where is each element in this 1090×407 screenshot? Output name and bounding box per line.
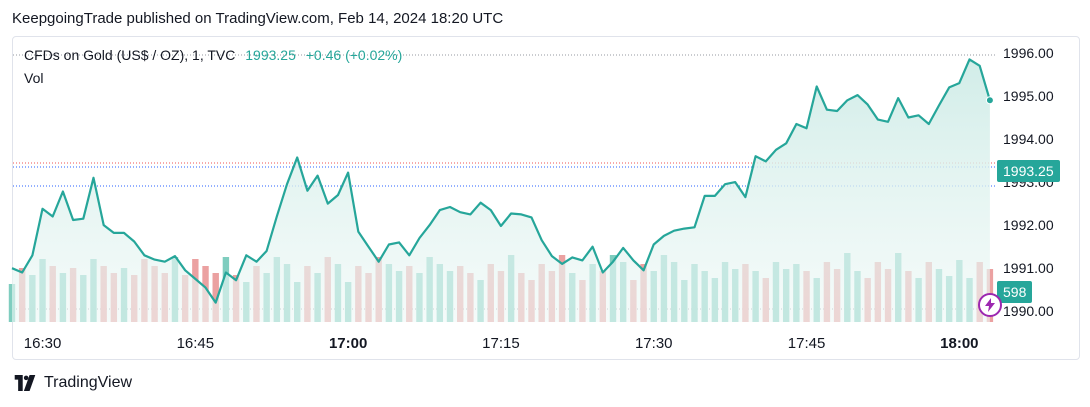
- x-tick-label: 17:45: [788, 335, 826, 352]
- x-tick-label: 17:00: [329, 335, 367, 352]
- tradingview-logo-icon: [14, 375, 36, 391]
- last-volume-tag: 598: [997, 281, 1033, 303]
- publish-caption: KeepgoingTrade published on TradingView.…: [12, 10, 504, 27]
- volume-bar: [8, 284, 16, 322]
- last-price-tag: 1993.25: [997, 160, 1060, 183]
- x-tick-label: 18:00: [940, 335, 978, 352]
- footer-brand[interactable]: TradingView: [12, 374, 132, 392]
- price-line: [11, 58, 991, 304]
- brand-name: TradingView: [44, 374, 133, 391]
- y-tick-label: 1992.00: [1003, 217, 1054, 233]
- legend-change: +0.46 (+0.02%): [305, 47, 403, 63]
- y-tick-label: 1994.00: [1003, 131, 1054, 147]
- x-tick-label: 16:30: [24, 335, 62, 352]
- lightning-icon[interactable]: [977, 293, 1002, 317]
- y-tick-label: 1990.00: [1003, 303, 1054, 319]
- lightning-glyph: [984, 298, 995, 312]
- legend-price: 1993.25: [245, 47, 296, 63]
- price-area: [11, 59, 990, 323]
- x-tick-label: 17:30: [635, 335, 673, 352]
- x-tick-label: 17:15: [482, 335, 520, 352]
- volume-label: Vol: [24, 70, 44, 86]
- y-tick-label: 1996.00: [1003, 45, 1054, 61]
- legend-symbol: CFDs on Gold (US$ / OZ), 1, TVC: [24, 47, 236, 63]
- x-tick-label: 16:45: [177, 335, 215, 352]
- y-tick-label: 1991.00: [1003, 260, 1054, 276]
- y-tick-label: 1995.00: [1003, 88, 1054, 104]
- volume-bar: [212, 273, 219, 322]
- chart-legend: CFDs on Gold (US$ / OZ), 1, TVC 1993.25 …: [24, 47, 402, 63]
- chart-frame: [12, 36, 1080, 360]
- last-price-dot: [985, 96, 994, 105]
